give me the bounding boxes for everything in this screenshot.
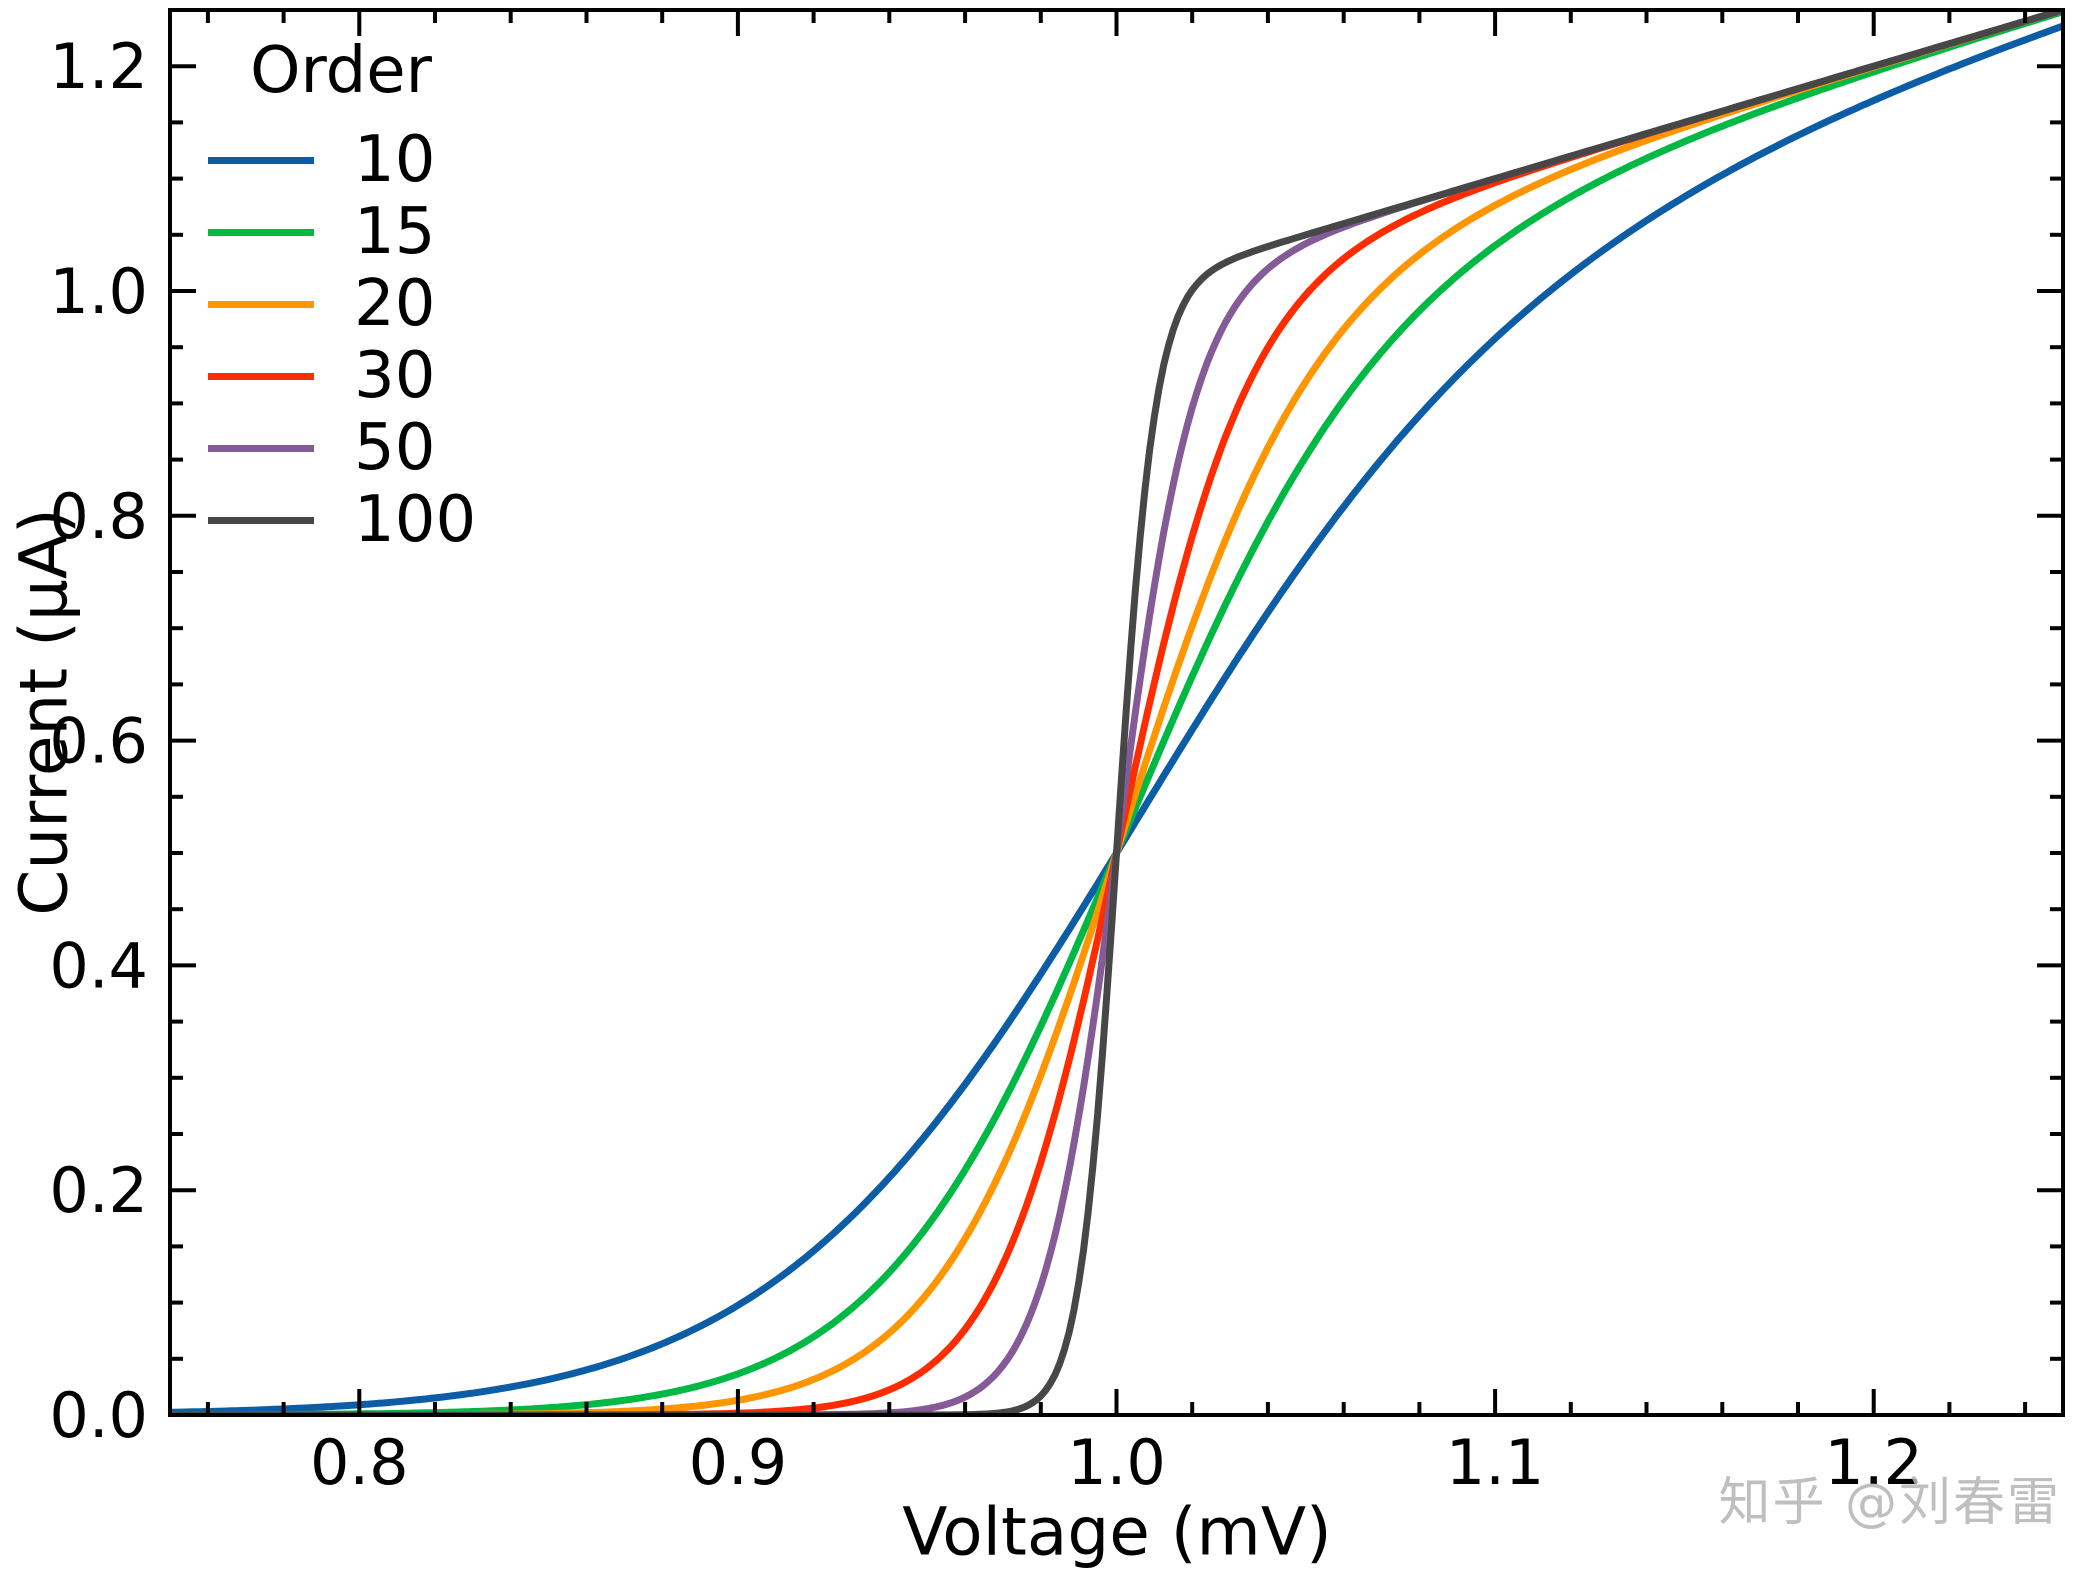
y-tick-label: 1.0 bbox=[49, 255, 148, 328]
legend-title: Order bbox=[250, 34, 432, 108]
legend-entries: 10 15 20 30 50 100 bbox=[208, 123, 477, 557]
legend: Order 10 15 20 30 50 100 bbox=[208, 34, 477, 557]
y-tick-label: 0.8 bbox=[49, 480, 148, 553]
x-tick-label: 1.1 bbox=[1446, 1426, 1545, 1499]
y-tick-label: 0.2 bbox=[49, 1154, 148, 1227]
legend-entry-label: 100 bbox=[354, 483, 477, 557]
legend-entry: 50 bbox=[208, 411, 476, 485]
y-axis-label: Current (µA) bbox=[5, 508, 83, 916]
legend-entry-label: 30 bbox=[354, 339, 436, 413]
legend-entry: 20 bbox=[208, 267, 476, 341]
x-tick-label: 1.2 bbox=[1824, 1426, 1923, 1499]
y-tick-label: 1.2 bbox=[49, 30, 148, 103]
y-tick-label: 0.4 bbox=[49, 929, 148, 1002]
x-axis-label: Voltage (mV) bbox=[902, 1493, 1332, 1571]
legend-line-swatch bbox=[208, 516, 314, 524]
legend-entry: 15 bbox=[208, 195, 476, 269]
legend-entry: 30 bbox=[208, 339, 476, 413]
legend-entry-label: 20 bbox=[354, 267, 436, 341]
legend-entry-label: 50 bbox=[354, 411, 436, 485]
legend-line-swatch bbox=[208, 300, 314, 308]
y-tick-label: 0.0 bbox=[49, 1379, 148, 1452]
plot-frame bbox=[168, 8, 2065, 1417]
watermark-text: 知乎 @刘春雷 bbox=[1718, 1473, 2061, 1533]
y-tick-label: 0.6 bbox=[49, 705, 148, 778]
legend-line-swatch bbox=[208, 228, 314, 236]
legend-entry: 10 bbox=[208, 123, 476, 197]
legend-line-swatch bbox=[208, 372, 314, 380]
legend-entry: 100 bbox=[208, 483, 477, 557]
legend-line-swatch bbox=[208, 156, 314, 164]
x-tick-label: 0.8 bbox=[310, 1426, 409, 1499]
x-tick-label: 0.9 bbox=[689, 1426, 788, 1499]
legend-line-swatch bbox=[208, 444, 314, 452]
legend-entry-label: 15 bbox=[354, 195, 436, 269]
x-tick-label: 1.0 bbox=[1067, 1426, 1166, 1499]
legend-entry-label: 10 bbox=[354, 123, 436, 197]
curve-order-100 bbox=[170, 10, 2063, 1415]
